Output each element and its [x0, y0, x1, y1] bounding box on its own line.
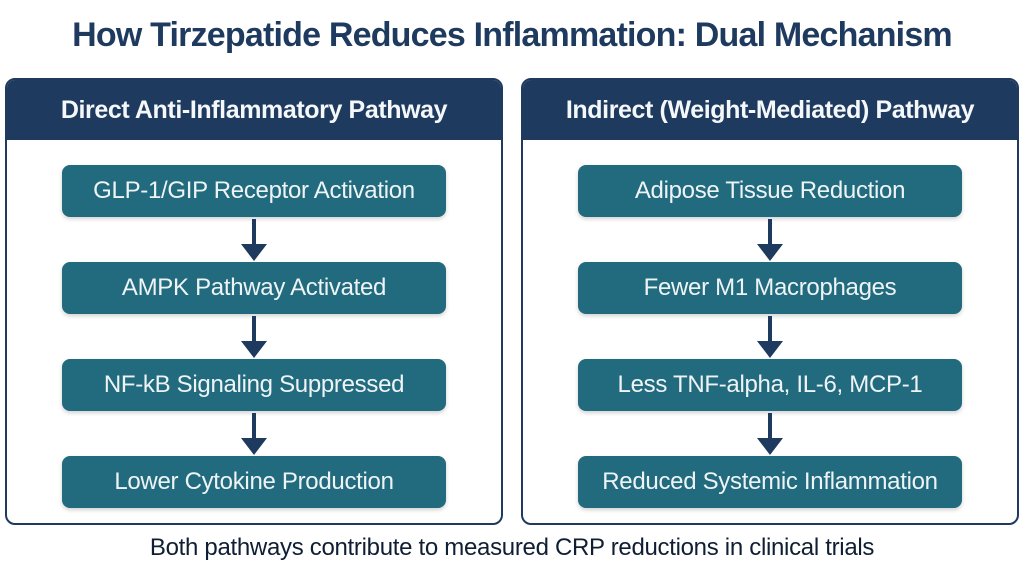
down-arrow-icon [578, 314, 962, 359]
indirect-pathway-panel: Indirect (Weight-Mediated) Pathway Adipo… [521, 78, 1019, 525]
direct-pathway-panel: Direct Anti-Inflammatory Pathway GLP-1/G… [5, 78, 503, 525]
direct-pathway-header: Direct Anti-Inflammatory Pathway [7, 80, 501, 140]
down-arrow-icon [62, 314, 446, 359]
flow-step: Fewer M1 Macrophages [578, 262, 962, 314]
flow-step: Reduced Systemic Inflammation [578, 456, 962, 508]
indirect-pathway-header: Indirect (Weight-Mediated) Pathway [523, 80, 1017, 140]
flow-step: Lower Cytokine Production [62, 456, 446, 508]
page-title: How Tirzepatide Reduces Inflammation: Du… [72, 16, 953, 54]
down-arrow-icon [62, 217, 446, 262]
flow-step: NF-kB Signaling Suppressed [62, 359, 446, 411]
indirect-pathway-body: Adipose Tissue Reduction Fewer M1 Macrop… [523, 140, 1017, 508]
down-arrow-icon [578, 411, 962, 456]
flow-step: Less TNF-alpha, IL-6, MCP-1 [578, 359, 962, 411]
direct-pathway-body: GLP-1/GIP Receptor Activation AMPK Pathw… [7, 140, 501, 508]
flow-step: GLP-1/GIP Receptor Activation [62, 165, 446, 217]
down-arrow-icon [578, 217, 962, 262]
down-arrow-icon [62, 411, 446, 456]
flow-step: AMPK Pathway Activated [62, 262, 446, 314]
footer-caption: Both pathways contribute to measured CRP… [149, 534, 875, 561]
flow-step: Adipose Tissue Reduction [578, 165, 962, 217]
